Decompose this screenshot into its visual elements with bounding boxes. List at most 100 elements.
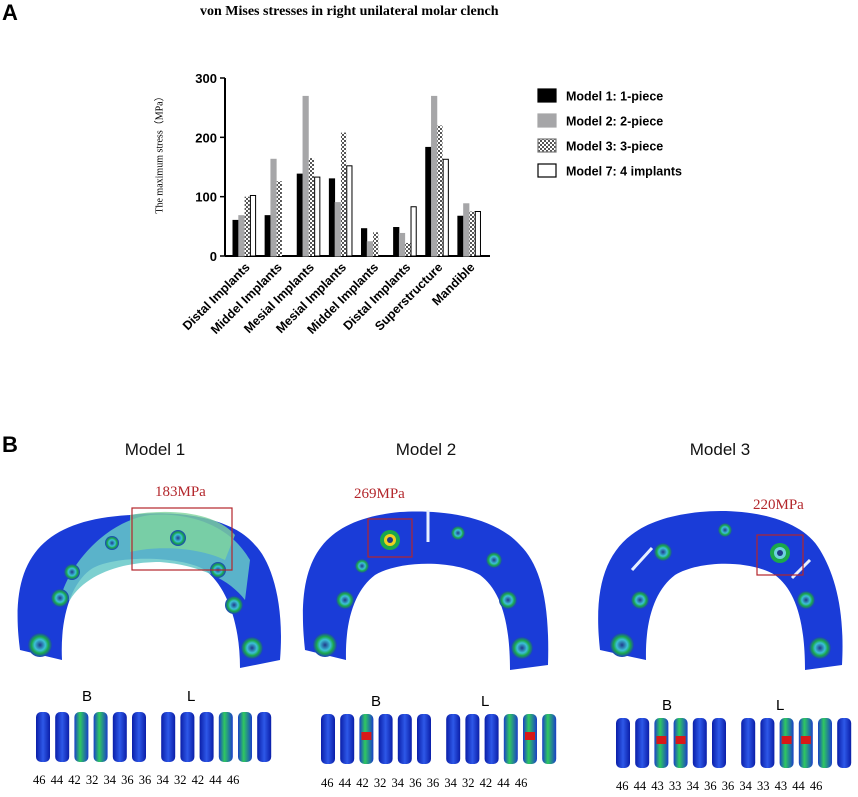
bar bbox=[410, 206, 417, 257]
implant bbox=[673, 718, 688, 768]
bar bbox=[463, 203, 470, 257]
implant bbox=[36, 712, 50, 762]
implant-rows bbox=[36, 712, 852, 768]
implant bbox=[180, 712, 195, 762]
bar bbox=[308, 158, 315, 256]
implant bbox=[798, 718, 813, 768]
model-1-l-label: L bbox=[187, 688, 196, 705]
implant bbox=[321, 714, 335, 764]
bar bbox=[340, 132, 347, 256]
bar bbox=[346, 165, 353, 257]
legend-entry: Model 2: 2-piece bbox=[566, 115, 663, 129]
bar bbox=[264, 215, 271, 257]
bar bbox=[457, 215, 464, 257]
implant bbox=[340, 714, 355, 764]
legend: Model 1: 1-piece Model 2: 2-piece Model 3:… bbox=[537, 88, 682, 179]
model-3-max-stress: 220MPa bbox=[753, 497, 804, 513]
bar bbox=[276, 181, 282, 256]
bar bbox=[232, 219, 239, 257]
model-1-b-label: B bbox=[82, 688, 93, 705]
bar bbox=[244, 196, 250, 256]
bar bbox=[442, 158, 449, 257]
bar bbox=[469, 211, 475, 256]
implant bbox=[779, 718, 794, 768]
bar bbox=[334, 202, 341, 257]
implant bbox=[161, 712, 176, 762]
implant bbox=[523, 714, 537, 764]
legend-swatch bbox=[537, 138, 557, 153]
model-2-max-stress: 269MPa bbox=[354, 486, 405, 502]
bars bbox=[232, 95, 481, 257]
bar bbox=[393, 227, 400, 257]
implant bbox=[760, 718, 775, 768]
implant bbox=[837, 718, 852, 768]
bar bbox=[366, 241, 373, 257]
bar bbox=[405, 242, 411, 256]
y-tick-label: 200 bbox=[195, 130, 217, 145]
implant-hotspot bbox=[525, 732, 535, 740]
bar bbox=[431, 95, 438, 257]
legend-entry: Model 3: 3-piece bbox=[566, 140, 663, 154]
model-3-l-label: L bbox=[776, 697, 785, 714]
legend-swatch bbox=[537, 88, 557, 103]
bar bbox=[474, 211, 481, 257]
implant bbox=[635, 718, 650, 768]
implant bbox=[74, 712, 89, 762]
implant-hotspot bbox=[781, 736, 792, 744]
implant bbox=[503, 714, 518, 764]
implant bbox=[93, 712, 108, 762]
bar bbox=[249, 194, 257, 257]
model-3-title: Model 3 bbox=[689, 440, 751, 459]
model-2-tooth-numbers: 46 44 42 32 34 36 36 34 32 42 44 46 bbox=[321, 776, 528, 790]
implant bbox=[465, 714, 480, 764]
bar bbox=[328, 178, 336, 257]
implant bbox=[55, 712, 70, 762]
model-1-arch bbox=[17, 507, 281, 668]
implant-hotspot bbox=[361, 732, 372, 740]
implant bbox=[199, 712, 214, 762]
implant bbox=[397, 714, 412, 764]
bar bbox=[425, 146, 432, 257]
implant bbox=[542, 714, 557, 764]
implant-hotspot bbox=[800, 736, 811, 744]
implant bbox=[218, 712, 233, 762]
implant bbox=[654, 718, 669, 768]
implant bbox=[616, 718, 630, 768]
implant bbox=[257, 712, 272, 762]
y-axis-label: The maximum stress（MPa） bbox=[154, 91, 166, 214]
implant bbox=[112, 712, 127, 762]
implant bbox=[238, 712, 252, 762]
implant bbox=[818, 718, 832, 768]
implant bbox=[741, 718, 756, 768]
panel-b-label: B bbox=[2, 432, 18, 457]
implant-hotspot bbox=[675, 736, 686, 744]
model-2-title: Model 2 bbox=[395, 440, 457, 459]
bar bbox=[373, 232, 379, 256]
model-2-arch bbox=[302, 510, 549, 670]
y-tick-label: 300 bbox=[195, 71, 217, 86]
legend-entry: Model 1: 1-piece bbox=[566, 90, 663, 104]
model-1-tooth-numbers: 46 44 42 32 34 36 36 34 32 42 44 46 bbox=[33, 773, 240, 787]
bar bbox=[398, 232, 406, 257]
bar bbox=[302, 95, 309, 257]
implant bbox=[417, 714, 431, 764]
bar bbox=[238, 215, 245, 257]
model-1-max-stress: 183MPa bbox=[155, 484, 206, 500]
model-3-b-label: B bbox=[662, 697, 673, 714]
bar bbox=[361, 228, 368, 257]
model-2-l-label: L bbox=[481, 693, 490, 710]
y-tick-label: 0 bbox=[210, 249, 217, 264]
y-tick-label: 100 bbox=[195, 190, 217, 205]
model-2-b-label: B bbox=[371, 693, 382, 710]
model-1-title: Model 1 bbox=[124, 440, 186, 459]
bar bbox=[314, 176, 321, 257]
panel-a-label: A bbox=[2, 0, 18, 25]
model-3-tooth-numbers: 46 44 43 33 34 36 36 34 33 43 44 46 bbox=[616, 779, 823, 793]
legend-swatch bbox=[537, 163, 557, 178]
implant-hotspot bbox=[656, 736, 667, 744]
implant bbox=[712, 718, 726, 768]
bar bbox=[437, 125, 443, 256]
implant bbox=[692, 718, 707, 768]
